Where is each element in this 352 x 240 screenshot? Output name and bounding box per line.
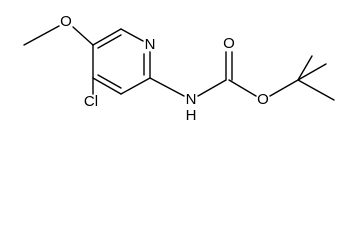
bond xyxy=(197,79,227,97)
bond xyxy=(120,28,144,42)
bond xyxy=(297,63,327,81)
bond xyxy=(120,77,151,95)
bond xyxy=(23,25,60,46)
atom-label: H xyxy=(186,107,197,124)
structure-diagram: O N Cl N H O O xyxy=(23,13,335,124)
bond xyxy=(297,55,313,81)
bond xyxy=(97,74,122,89)
bond xyxy=(92,28,122,46)
bonds xyxy=(23,25,335,101)
atom-label: O xyxy=(223,35,235,52)
bond xyxy=(92,77,122,95)
bond xyxy=(297,79,335,101)
atom-label: Cl xyxy=(84,93,98,110)
atom-label: N xyxy=(145,36,156,53)
bond xyxy=(228,79,257,97)
atom-label: N xyxy=(186,91,197,108)
bond xyxy=(149,77,185,97)
bond xyxy=(269,79,299,97)
bond xyxy=(72,26,94,46)
atom-label: O xyxy=(257,91,269,108)
bond xyxy=(97,34,122,49)
atom-label: O xyxy=(60,13,72,30)
